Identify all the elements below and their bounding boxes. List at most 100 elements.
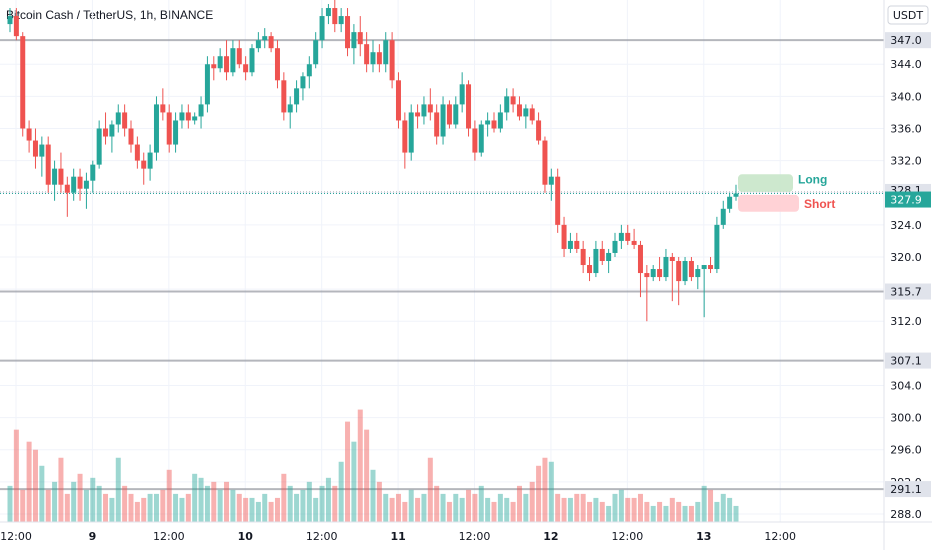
candle-body (192, 116, 198, 121)
candle-body (510, 96, 516, 105)
volume-bar (472, 493, 478, 522)
time-tick-label: 12:00 (459, 530, 491, 543)
candle-body (319, 16, 325, 41)
candle-body (446, 104, 452, 125)
candle-body (134, 144, 140, 161)
volume-bar (7, 485, 13, 522)
candle-body (64, 184, 70, 193)
volume-bar (395, 493, 401, 522)
candle-body (542, 140, 548, 185)
volume-bar (32, 449, 38, 522)
time-tick-label: 12:00 (306, 530, 338, 543)
volume-bar (676, 501, 682, 522)
volume-bar (211, 481, 217, 522)
candle-body (676, 261, 682, 282)
candle-body (574, 240, 580, 249)
price-tick-label: 312.0 (890, 315, 922, 328)
candle-body (733, 193, 739, 197)
volume-bar (64, 493, 70, 522)
candle-body (720, 208, 726, 225)
candle-body (345, 16, 351, 49)
candle-body (325, 8, 331, 17)
volume-bar (650, 505, 656, 522)
candle-body (332, 8, 338, 25)
volume-bar (26, 441, 32, 522)
candle-body (669, 256, 675, 261)
price-tick-label: 288.0 (890, 508, 922, 521)
volume-bar (109, 497, 115, 522)
volume-bar (39, 465, 45, 522)
volume-bar (103, 493, 109, 522)
time-tick-label: 9 (89, 530, 97, 543)
volume-bar (637, 493, 643, 522)
volume-bar (249, 497, 255, 522)
candle-body (593, 248, 599, 274)
volume-bar (166, 469, 172, 522)
volume-bar (567, 497, 573, 522)
candle-body (625, 232, 631, 241)
volume-bar (389, 497, 395, 522)
candle-body (166, 112, 172, 145)
long-short-position-tool: Long Short (738, 172, 835, 212)
volume-bar (727, 497, 733, 522)
candle-body (427, 104, 433, 113)
level-price-tag (885, 32, 931, 49)
volume-bar (440, 493, 446, 522)
volume-bar (370, 469, 376, 522)
volume-bar (345, 421, 351, 522)
candle-body (497, 112, 503, 129)
candle-body (204, 64, 210, 105)
price-tick-label: 296.0 (890, 444, 922, 457)
volume-bar (504, 497, 510, 522)
candle-body (115, 112, 121, 125)
candle-body (122, 112, 128, 129)
volume-bar (281, 473, 287, 522)
candle-body (294, 88, 300, 105)
volume-bar (593, 497, 599, 522)
candle-body (606, 252, 612, 261)
volume-bar (58, 457, 64, 522)
candle-body (516, 104, 522, 117)
volume-bar (153, 493, 159, 522)
price-axis-background (884, 0, 932, 550)
volume-bar (332, 485, 338, 522)
level-price-label: 347.0 (890, 34, 922, 47)
volume-bar (555, 493, 561, 522)
candle-body (395, 80, 401, 121)
volume-bar (96, 485, 102, 522)
chart-title: Bitcoin Cash / TetherUS, 1h, BINANCE (6, 8, 214, 22)
volume-bar (720, 493, 726, 522)
candle-body (580, 248, 586, 266)
volume-bar (497, 493, 503, 522)
volume-bar (357, 409, 363, 522)
candle-body (255, 40, 261, 49)
volume-bar (631, 497, 637, 522)
volume-bar (383, 493, 389, 522)
candle-body (7, 16, 13, 25)
volume-bar (657, 501, 663, 522)
volume-bar (243, 497, 249, 522)
volume-bar (542, 457, 548, 522)
price-tick-label: 336.0 (890, 122, 922, 135)
volume-bar (510, 501, 516, 522)
candle-body (714, 224, 720, 270)
level-price-tag (885, 352, 931, 369)
volume-bar (71, 481, 77, 522)
candle-body (504, 96, 510, 113)
volume-bar (701, 485, 707, 522)
time-tick-label: 12:00 (764, 530, 796, 543)
candle-body (313, 40, 319, 65)
candle-body (663, 256, 669, 278)
candle-body (128, 128, 134, 145)
volume-bar (364, 429, 370, 522)
price-tick-label: 332.0 (890, 155, 922, 168)
candle-body (631, 240, 637, 245)
candle-body (567, 240, 573, 249)
candle-body (561, 224, 567, 249)
volume-bar (300, 489, 306, 522)
volume-bar (325, 477, 331, 522)
level-price-tag (885, 481, 931, 498)
volume-bar (255, 501, 261, 522)
candle-body (727, 196, 733, 209)
